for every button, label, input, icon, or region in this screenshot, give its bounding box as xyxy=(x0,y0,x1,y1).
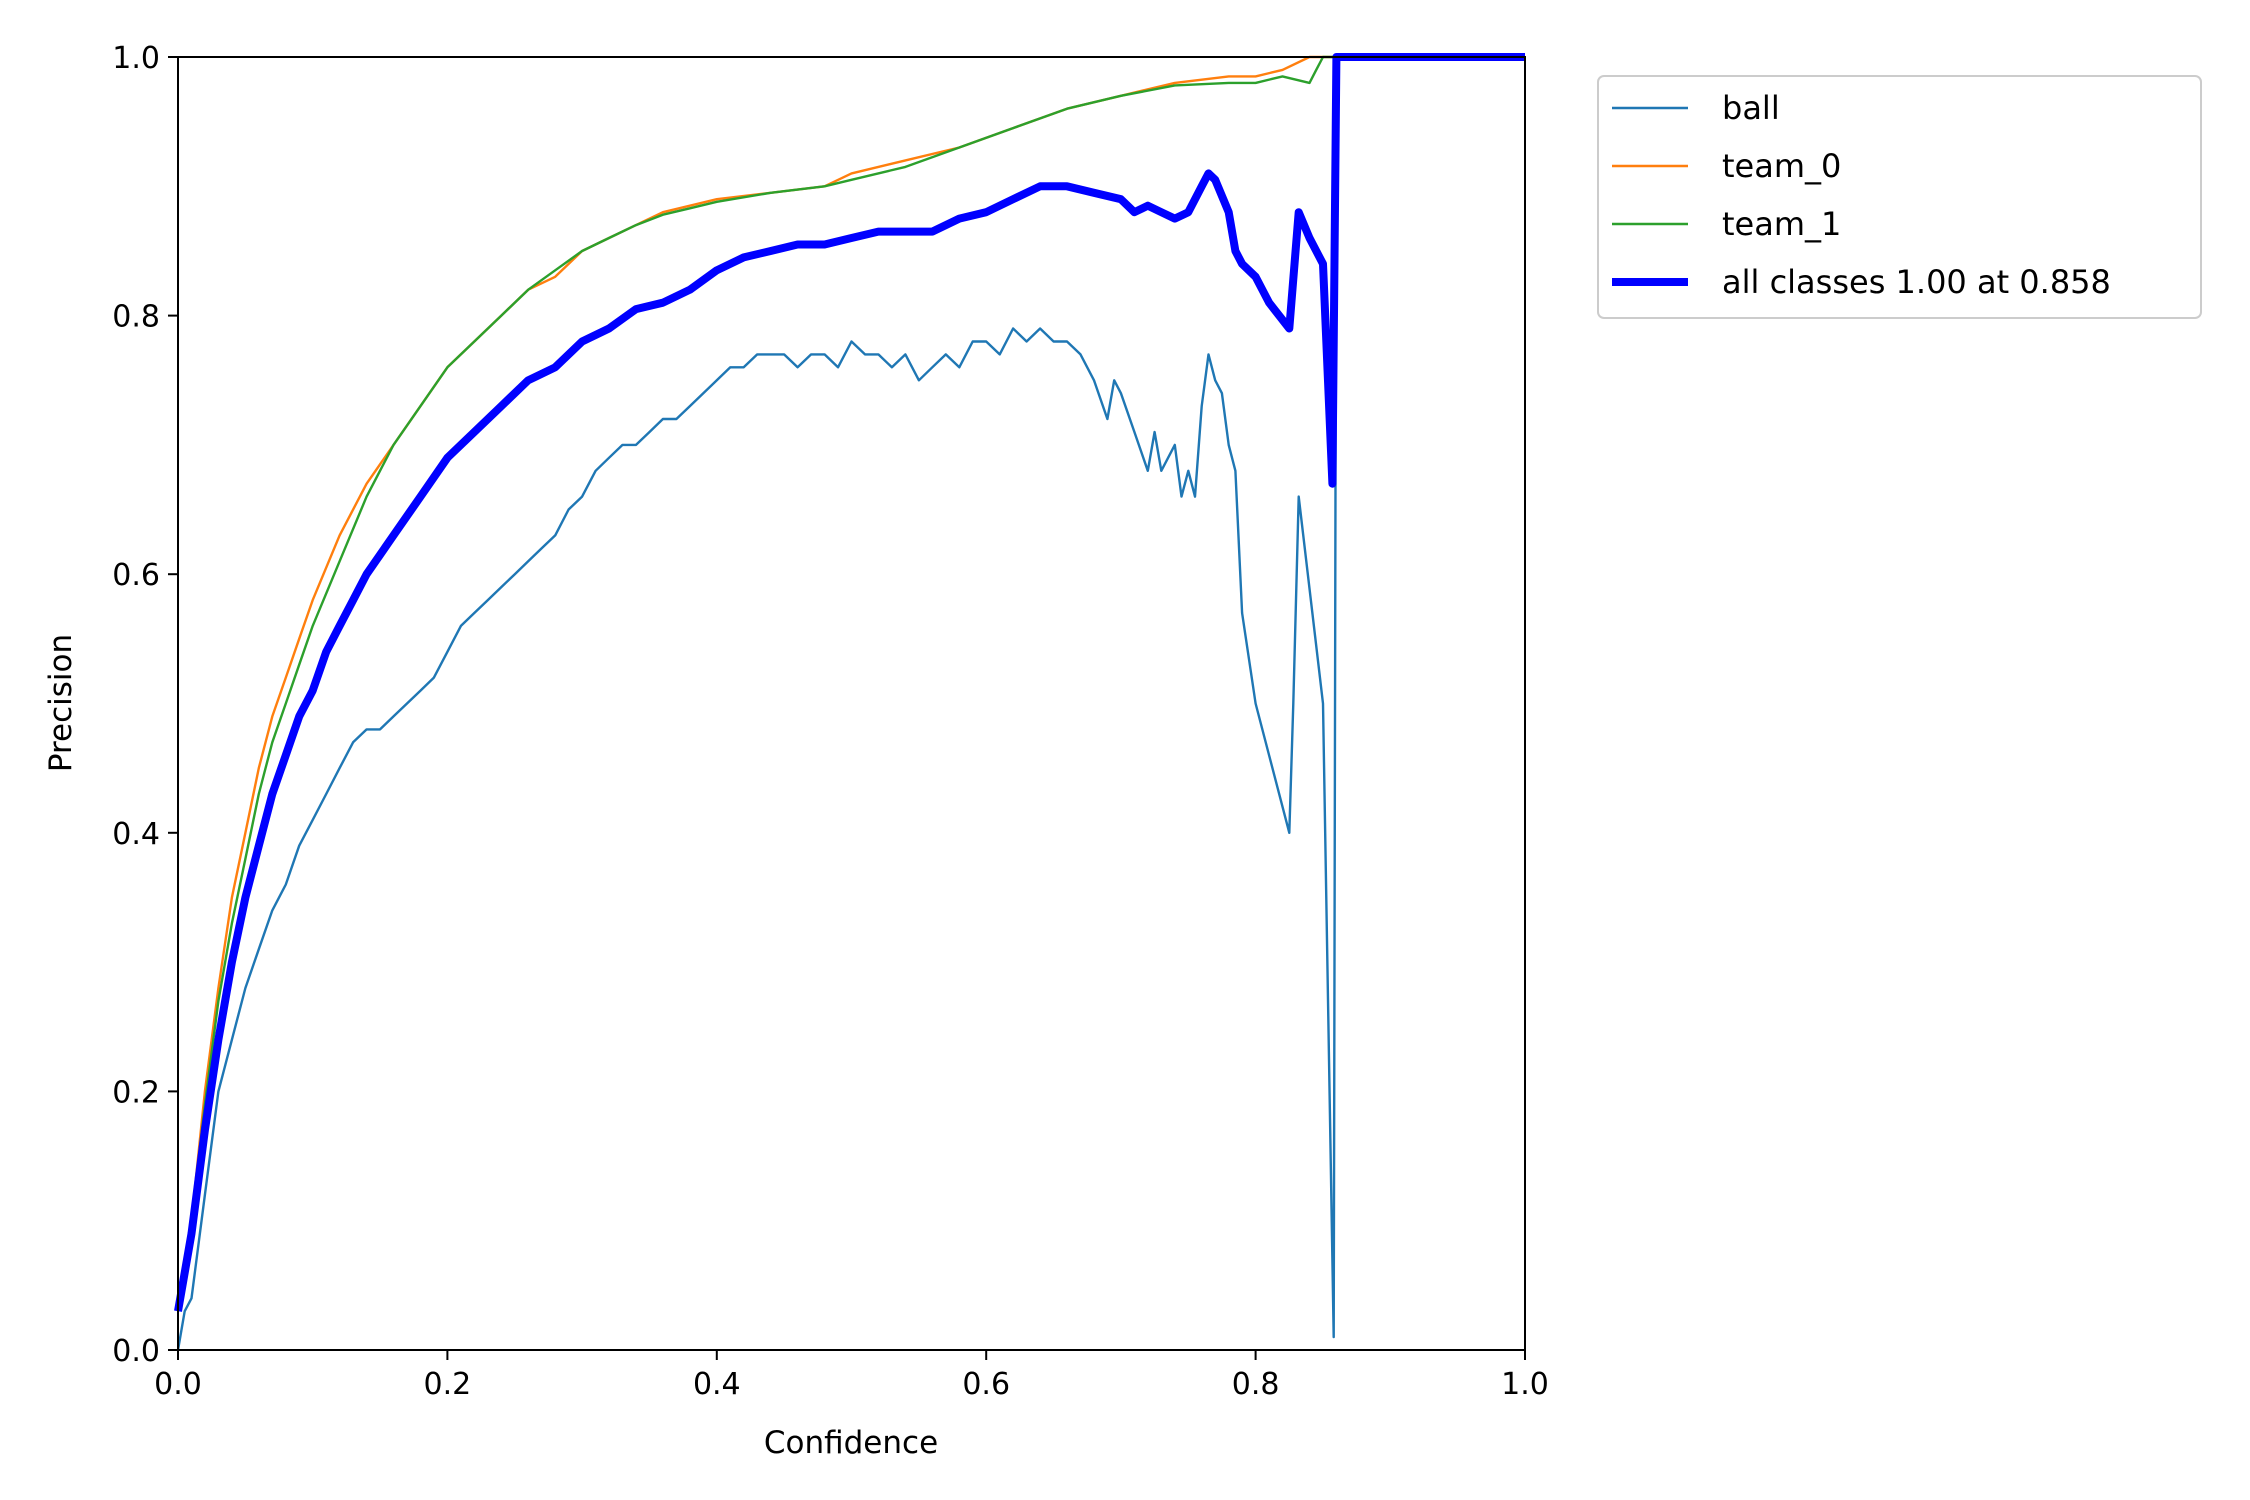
x-tick-label: 0.2 xyxy=(424,1367,472,1402)
x-axis-label: Confidence xyxy=(764,1425,938,1461)
plot-area xyxy=(178,57,1525,1350)
plot-frame xyxy=(177,56,1526,1351)
y-tick-label: 0.8 xyxy=(112,300,160,335)
x-tick-label: 0.4 xyxy=(693,1367,741,1402)
legend-box xyxy=(1597,75,2202,319)
series-line-3 xyxy=(174,53,1525,1312)
legend-label-1: team_0 xyxy=(1722,147,1841,185)
x-tick-label: 0.0 xyxy=(154,1367,202,1402)
series-line-2 xyxy=(176,55,1525,1299)
legend-label-2: team_1 xyxy=(1722,205,1841,243)
x-axis: 0.0 0.2 0.4 0.6 0.8 1.0 xyxy=(154,1350,1549,1402)
y-tick-label: 0.2 xyxy=(112,1075,160,1110)
legend-label-3: all classes 1.00 at 0.858 xyxy=(1722,263,2111,301)
y-axis: 0.0 0.2 0.4 0.6 0.8 1.0 xyxy=(112,41,178,1369)
x-tick-label: 0.8 xyxy=(1232,1367,1280,1402)
x-tick-label: 1.0 xyxy=(1501,1367,1549,1402)
x-tick-label: 0.6 xyxy=(962,1367,1010,1402)
y-tick-label: 0.0 xyxy=(112,1334,160,1369)
y-axis-label: Precision xyxy=(43,634,79,772)
legend-label-0: ball xyxy=(1722,89,1780,127)
series-line-0 xyxy=(176,55,1525,1351)
y-tick-label: 0.6 xyxy=(112,558,160,593)
series-layer xyxy=(174,53,1525,1351)
y-tick-label: 1.0 xyxy=(112,41,160,76)
y-tick-label: 0.4 xyxy=(112,817,160,852)
